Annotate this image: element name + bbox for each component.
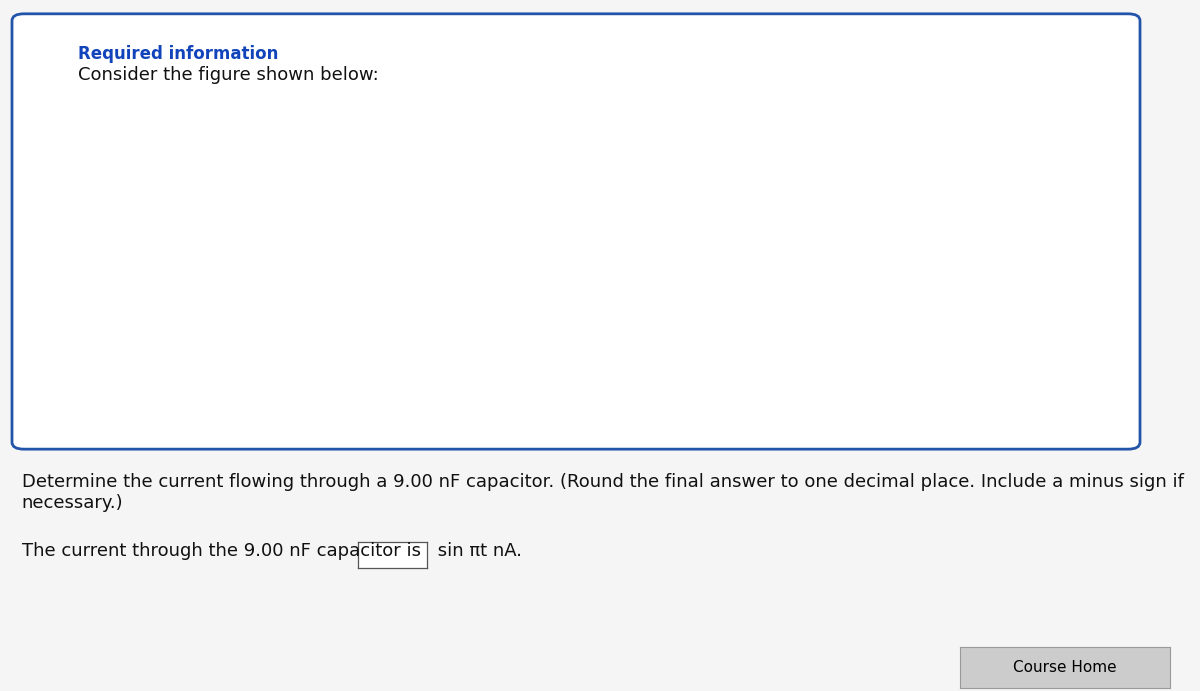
Text: Course Home: Course Home (1013, 660, 1117, 675)
Text: v (V): v (V) (148, 96, 180, 110)
Text: Consider the figure shown below:: Consider the figure shown below: (78, 66, 379, 84)
Text: sin πt nA.: sin πt nA. (432, 542, 522, 560)
Text: t (s): t (s) (400, 238, 427, 252)
Text: Required information: Required information (78, 45, 278, 63)
Text: The current through the 9.00 nF capacitor is: The current through the 9.00 nF capacito… (22, 542, 421, 560)
Text: !: ! (42, 44, 49, 61)
Text: Determine the current flowing through a 9.00 nF capacitor. (Round the final answ: Determine the current flowing through a … (22, 473, 1183, 512)
Circle shape (28, 35, 64, 70)
